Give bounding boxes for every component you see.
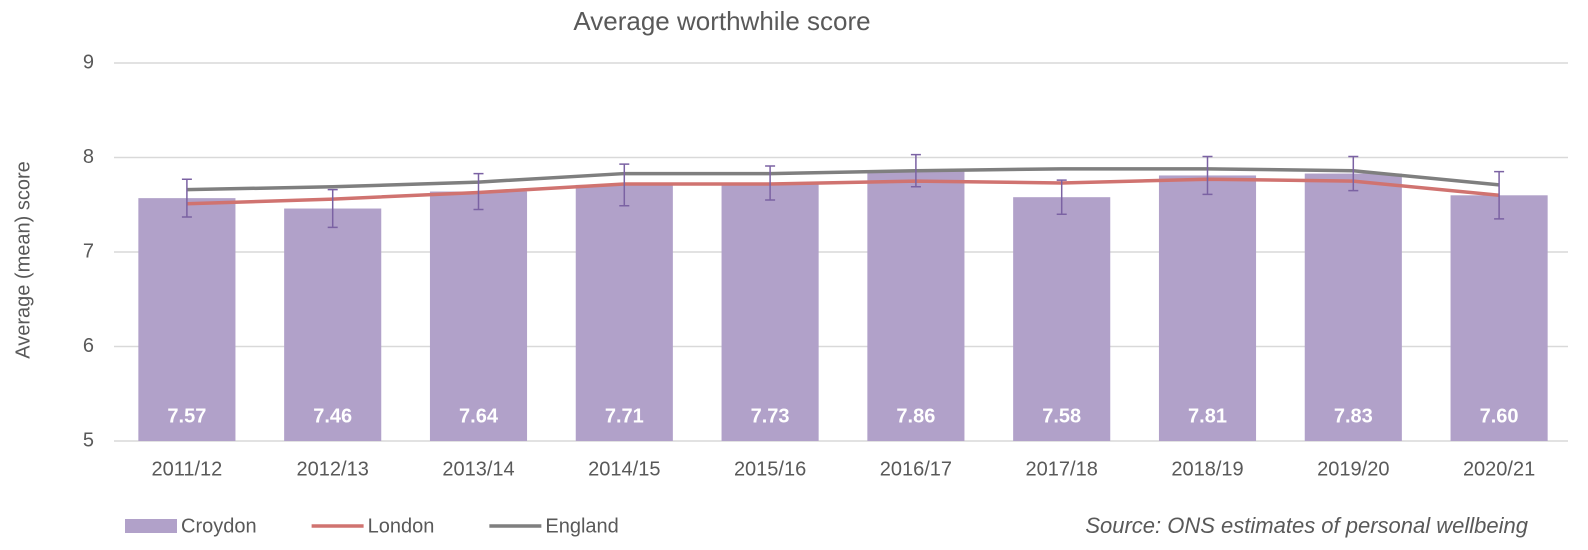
x-tick-label: 2015/16 (734, 458, 806, 480)
error-bar (1348, 155, 1359, 192)
bar (429, 191, 528, 441)
value-label: 7.73 (751, 405, 790, 427)
x-tick-label: 2013/14 (442, 458, 514, 480)
error-bar (1494, 170, 1505, 220)
line (186, 177, 1500, 206)
y-tick-label: 8 (83, 146, 94, 168)
x-tick-label: 2019/20 (1317, 458, 1389, 480)
x-tick-label: 2014/15 (588, 458, 660, 480)
value-label: 7.46 (313, 405, 352, 427)
legend-label: Croydon (181, 515, 257, 537)
x-tick-label: 2018/19 (1171, 458, 1243, 480)
bar (1158, 175, 1257, 441)
value-label: 7.64 (459, 405, 499, 427)
bar (138, 198, 236, 441)
error-bar (1202, 155, 1213, 196)
x-tick-label: 2011/12 (151, 458, 222, 480)
y-tick-label: 5 (83, 429, 94, 451)
source: Source: ONS estimates of personal wellbe… (1085, 513, 1528, 538)
x-tick-label: 2020/21 (1463, 458, 1535, 480)
legend-swatch (125, 519, 177, 533)
error-bar (619, 163, 630, 207)
bar (575, 184, 673, 441)
error-bar (910, 153, 921, 188)
value-label: 7.86 (896, 405, 935, 427)
bar (1013, 197, 1111, 441)
x-tick-label: 2017/18 (1026, 458, 1098, 480)
error-bar (181, 178, 192, 218)
legend-label: London (368, 515, 435, 537)
error-bar (1056, 179, 1067, 215)
value-label: 7.81 (1188, 405, 1227, 427)
value-label: 7.71 (605, 405, 644, 427)
x-tick-label: 2016/17 (880, 458, 952, 480)
error-bar (327, 188, 338, 229)
y-tick-label: 7 (83, 240, 94, 262)
value-label: 7.83 (1334, 405, 1373, 427)
line (186, 167, 1500, 192)
y-axis-label: Average (mean) score (12, 161, 34, 359)
x-tick-label: 2012/13 (297, 458, 369, 480)
chart-title: Average worthwhile score (573, 6, 870, 36)
y-tick-label: 9 (83, 51, 94, 73)
value-label: 7.60 (1480, 405, 1519, 427)
value-label: 7.57 (167, 405, 206, 427)
y-tick-label: 6 (83, 335, 94, 357)
value-label: 7.58 (1042, 405, 1081, 427)
legend-label: England (545, 515, 618, 537)
bar (867, 170, 965, 442)
bar (284, 208, 382, 441)
bar (1450, 195, 1548, 441)
bar (1304, 173, 1402, 441)
error-bar (765, 165, 776, 201)
bar (721, 183, 819, 441)
error-bar (473, 172, 484, 211)
